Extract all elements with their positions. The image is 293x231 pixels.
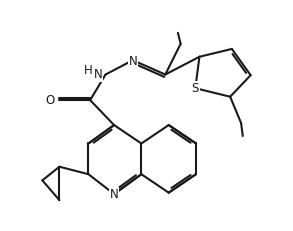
Text: S: S (192, 82, 199, 95)
Text: N: N (94, 68, 102, 81)
Text: H: H (84, 64, 92, 77)
Text: N: N (110, 188, 118, 201)
Text: N: N (128, 55, 137, 68)
Text: O: O (45, 94, 54, 107)
